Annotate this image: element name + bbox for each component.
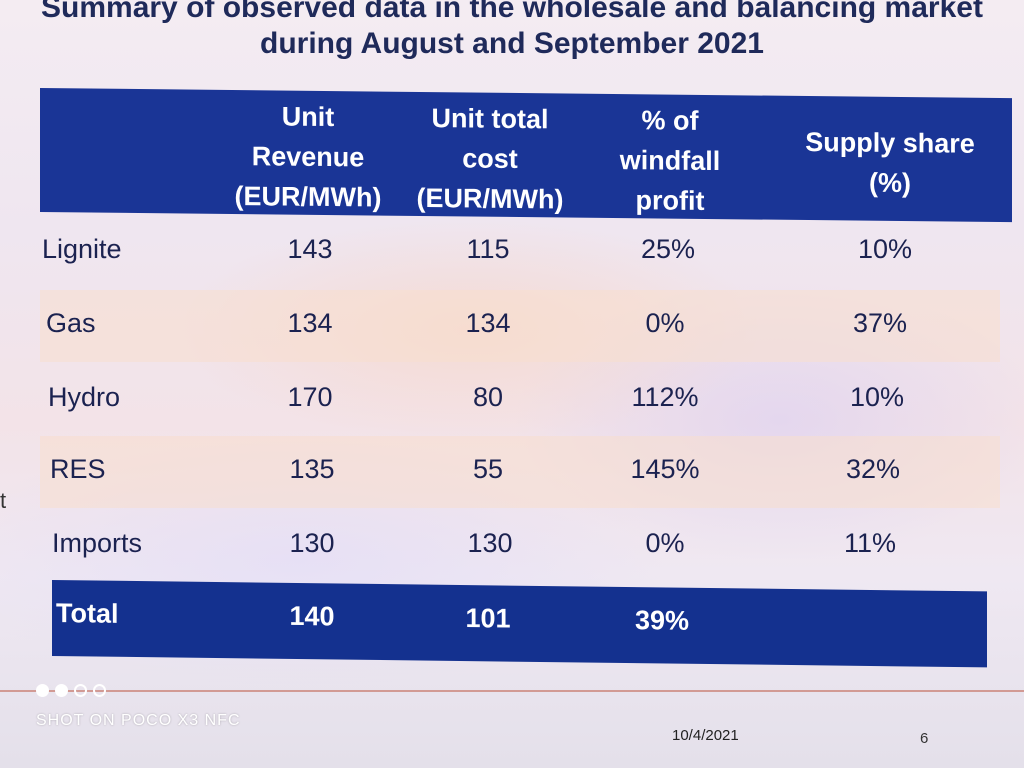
- row-unit-revenue: 135: [289, 454, 335, 484]
- row-unit-cost: 80: [472, 382, 504, 412]
- table-row-total: Total 140 101 39%: [52, 580, 987, 668]
- row-windfall: 25%: [640, 234, 696, 264]
- row-unit-revenue: 134: [287, 308, 333, 338]
- stray-character: t: [0, 488, 7, 513]
- table-row-hydro: Hydro 170 80 112% 10%: [40, 364, 1000, 436]
- row-name: Lignite: [42, 234, 122, 264]
- row-supply-share: 10%: [849, 382, 905, 412]
- row-unit-cost: 55: [472, 454, 504, 484]
- row-windfall: 112%: [631, 382, 699, 412]
- header-windfall-profit: % of windfall profit: [619, 105, 721, 216]
- row-unit-revenue: 143: [287, 234, 333, 264]
- header-unit-revenue: Unit Revenue (EUR/MWh): [234, 101, 382, 213]
- table-row-lignite: Lignite 143 115 25% 10%: [40, 216, 1000, 288]
- slide-title-line-2: during August and September 2021: [260, 27, 764, 60]
- total-label: Total: [56, 598, 119, 629]
- camera-watermark-dots-icon: [36, 684, 106, 697]
- row-name: Imports: [52, 528, 143, 558]
- table-header: Unit Revenue (EUR/MWh) Unit total cost (…: [40, 88, 1012, 223]
- row-windfall: 0%: [645, 308, 685, 338]
- footer-divider: [0, 690, 1024, 692]
- table-row-res: RES 135 55 145% 32%: [40, 436, 1000, 508]
- row-unit-cost: 115: [466, 234, 510, 264]
- row-supply-share: 10%: [857, 234, 913, 264]
- total-supply-share: [822, 607, 922, 608]
- row-name: Gas: [46, 308, 96, 338]
- row-unit-cost: 134: [465, 308, 511, 338]
- row-name: Hydro: [48, 382, 121, 412]
- slide-title-line-1: Summary of observed data in the wholesal…: [41, 0, 983, 24]
- row-windfall: 145%: [630, 454, 700, 484]
- total-unit-revenue: 140: [289, 600, 335, 632]
- table-row-gas: Gas 134 134 0% 37%: [40, 290, 1000, 362]
- table-row-imports: Imports 130 130 0% 11%: [40, 510, 1000, 582]
- row-name: RES: [50, 454, 106, 484]
- header-unit-total-cost: Unit total cost (EUR/MWh): [416, 103, 564, 215]
- slide-date: 10/4/2021: [672, 727, 739, 744]
- total-unit-cost: 101: [465, 603, 511, 634]
- slide-page-number: 6: [920, 730, 929, 747]
- row-unit-cost: 130: [467, 528, 513, 558]
- row-unit-revenue: 130: [289, 528, 335, 558]
- header-supply-share: Supply share (%): [805, 127, 975, 199]
- row-supply-share: 37%: [852, 308, 908, 338]
- row-unit-revenue: 170: [287, 382, 333, 412]
- row-supply-share: 32%: [845, 454, 901, 484]
- row-supply-share: 11%: [843, 528, 897, 558]
- slide-title: Summary of observed data in the wholesal…: [0, 0, 1024, 62]
- total-windfall: 39%: [634, 605, 690, 636]
- camera-watermark: SHOT ON POCO X3 NFC: [36, 712, 241, 729]
- row-windfall: 0%: [645, 528, 685, 558]
